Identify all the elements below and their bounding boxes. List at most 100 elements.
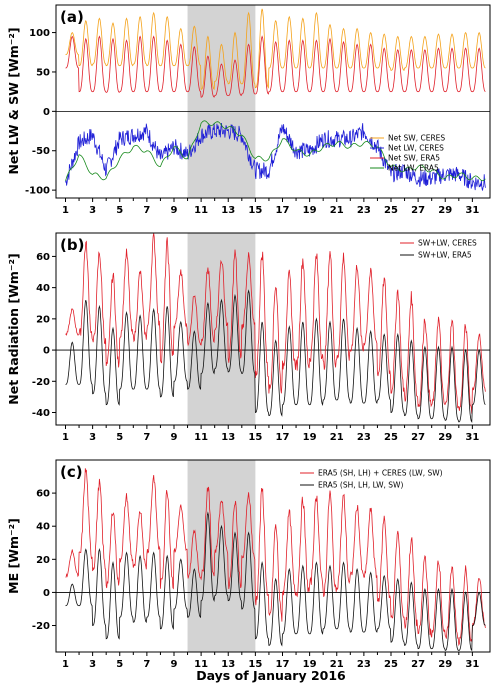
- x-tick-label: 3: [89, 659, 96, 670]
- x-tick-label: 31: [465, 205, 479, 216]
- x-tick-label: 15: [248, 205, 262, 216]
- x-tick-label: 13: [221, 659, 235, 670]
- x-tick-label: 1: [62, 659, 69, 670]
- x-axis-label: Days of January 2016: [196, 668, 346, 683]
- y-tick-label: -20: [32, 621, 50, 632]
- x-tick-label: 19: [303, 659, 317, 670]
- y-tick-label: 0: [43, 588, 50, 599]
- legend-label: SW+LW, CERES: [418, 239, 477, 248]
- y-tick-label: 20: [36, 555, 50, 566]
- x-tick-label: 3: [89, 432, 96, 443]
- shaded-period: [187, 233, 256, 425]
- x-tick-label: 19: [303, 205, 317, 216]
- y-tick-label: 60: [36, 489, 50, 500]
- x-tick-label: 5: [116, 432, 123, 443]
- x-tick-label: 23: [357, 205, 371, 216]
- x-tick-label: 7: [143, 205, 150, 216]
- series-line-4: [65, 120, 486, 182]
- x-tick-label: 25: [384, 659, 398, 670]
- x-tick-label: 11: [194, 205, 208, 216]
- x-tick-label: 21: [330, 659, 344, 670]
- x-tick-label: 17: [276, 432, 290, 443]
- series-line-2: [65, 289, 486, 424]
- legend-label: Net LW, CERES: [388, 144, 444, 153]
- x-tick-label: 21: [330, 432, 344, 443]
- x-tick-label: 23: [357, 432, 371, 443]
- x-tick-label: 3: [89, 205, 96, 216]
- x-tick-label: 23: [357, 659, 371, 670]
- series-line-1: [65, 468, 486, 647]
- y-tick-label: 40: [36, 522, 50, 533]
- x-tick-label: 13: [221, 432, 235, 443]
- x-tick-label: 19: [303, 432, 317, 443]
- series-line-1: [65, 8, 486, 91]
- x-tick-label: 9: [171, 205, 178, 216]
- x-tick-label: 29: [438, 659, 452, 670]
- x-tick-label: 27: [411, 659, 425, 670]
- series-line-2: [65, 511, 486, 652]
- y-tick-label: 0: [43, 346, 50, 357]
- x-tick-label: 31: [465, 659, 479, 670]
- legend: ERA5 (SH, LH) + CERES (LW, SW) ERA5 (SH, …: [300, 469, 443, 490]
- y-tick-label: 50: [36, 67, 50, 78]
- legend-label: SW+LW, ERA5: [418, 251, 472, 260]
- x-tick-label: 5: [116, 659, 123, 670]
- panel-label: (b): [60, 236, 84, 254]
- x-tick-label: 29: [438, 205, 452, 216]
- x-tick-label: 1: [62, 432, 69, 443]
- legend-label: Net LW, ERA5: [388, 164, 439, 173]
- y-tick-label: -20: [32, 377, 50, 388]
- legend-label: ERA5 (SH, LH) + CERES (LW, SW): [318, 469, 443, 478]
- x-tick-label: 15: [248, 659, 262, 670]
- panel-label: (a): [60, 8, 84, 26]
- x-tick-label: 11: [194, 659, 208, 670]
- x-tick-label: 5: [116, 205, 123, 216]
- y-tick-label: -100: [25, 186, 50, 197]
- y-axis-label: Net LW & SW [Wm⁻²]: [6, 27, 21, 174]
- shaded-period: [187, 5, 256, 198]
- plot-frame: [55, 4, 491, 199]
- x-tick-label: 9: [171, 432, 178, 443]
- x-tick-label: 27: [411, 205, 425, 216]
- panel-label: (c): [60, 463, 83, 481]
- x-tick-label: 21: [330, 205, 344, 216]
- x-tick-label: 17: [276, 659, 290, 670]
- x-tick-label: 31: [465, 432, 479, 443]
- shaded-period: [187, 460, 256, 652]
- series-line-3: [65, 122, 486, 191]
- y-tick-label: -40: [32, 408, 50, 419]
- legend-label: Net SW, CERES: [388, 134, 445, 143]
- y-axis-label: Net Radiation [Wm⁻²]: [6, 253, 21, 404]
- y-tick-label: 100: [29, 28, 50, 39]
- x-tick-label: 1: [62, 205, 69, 216]
- series-line-2: [65, 35, 486, 98]
- x-tick-label: 7: [143, 659, 150, 670]
- y-tick-label: 40: [36, 283, 50, 294]
- legend: SW+LW, CERES SW+LW, ERA5: [400, 239, 477, 260]
- plot-frame: [55, 232, 491, 426]
- x-tick-label: 15: [248, 432, 262, 443]
- x-tick-label: 17: [276, 205, 290, 216]
- series-line-1: [65, 233, 486, 414]
- x-tick-label: 9: [171, 659, 178, 670]
- y-tick-label: 20: [36, 314, 50, 325]
- y-axis-label: ME [Wm⁻²]: [6, 518, 21, 594]
- y-tick-label: 0: [43, 107, 50, 118]
- y-tick-label: 60: [36, 252, 50, 263]
- x-tick-label: 7: [143, 432, 150, 443]
- y-tick-label: -50: [32, 146, 50, 157]
- legend-label: Net SW, ERA5: [388, 154, 440, 163]
- legend-label: ERA5 (SH, LH, LW, SW): [318, 481, 403, 490]
- x-tick-label: 11: [194, 432, 208, 443]
- x-tick-label: 25: [384, 205, 398, 216]
- plot-frame: [55, 459, 491, 653]
- x-tick-label: 25: [384, 432, 398, 443]
- x-tick-label: 29: [438, 432, 452, 443]
- x-tick-label: 13: [221, 205, 235, 216]
- x-tick-label: 27: [411, 432, 425, 443]
